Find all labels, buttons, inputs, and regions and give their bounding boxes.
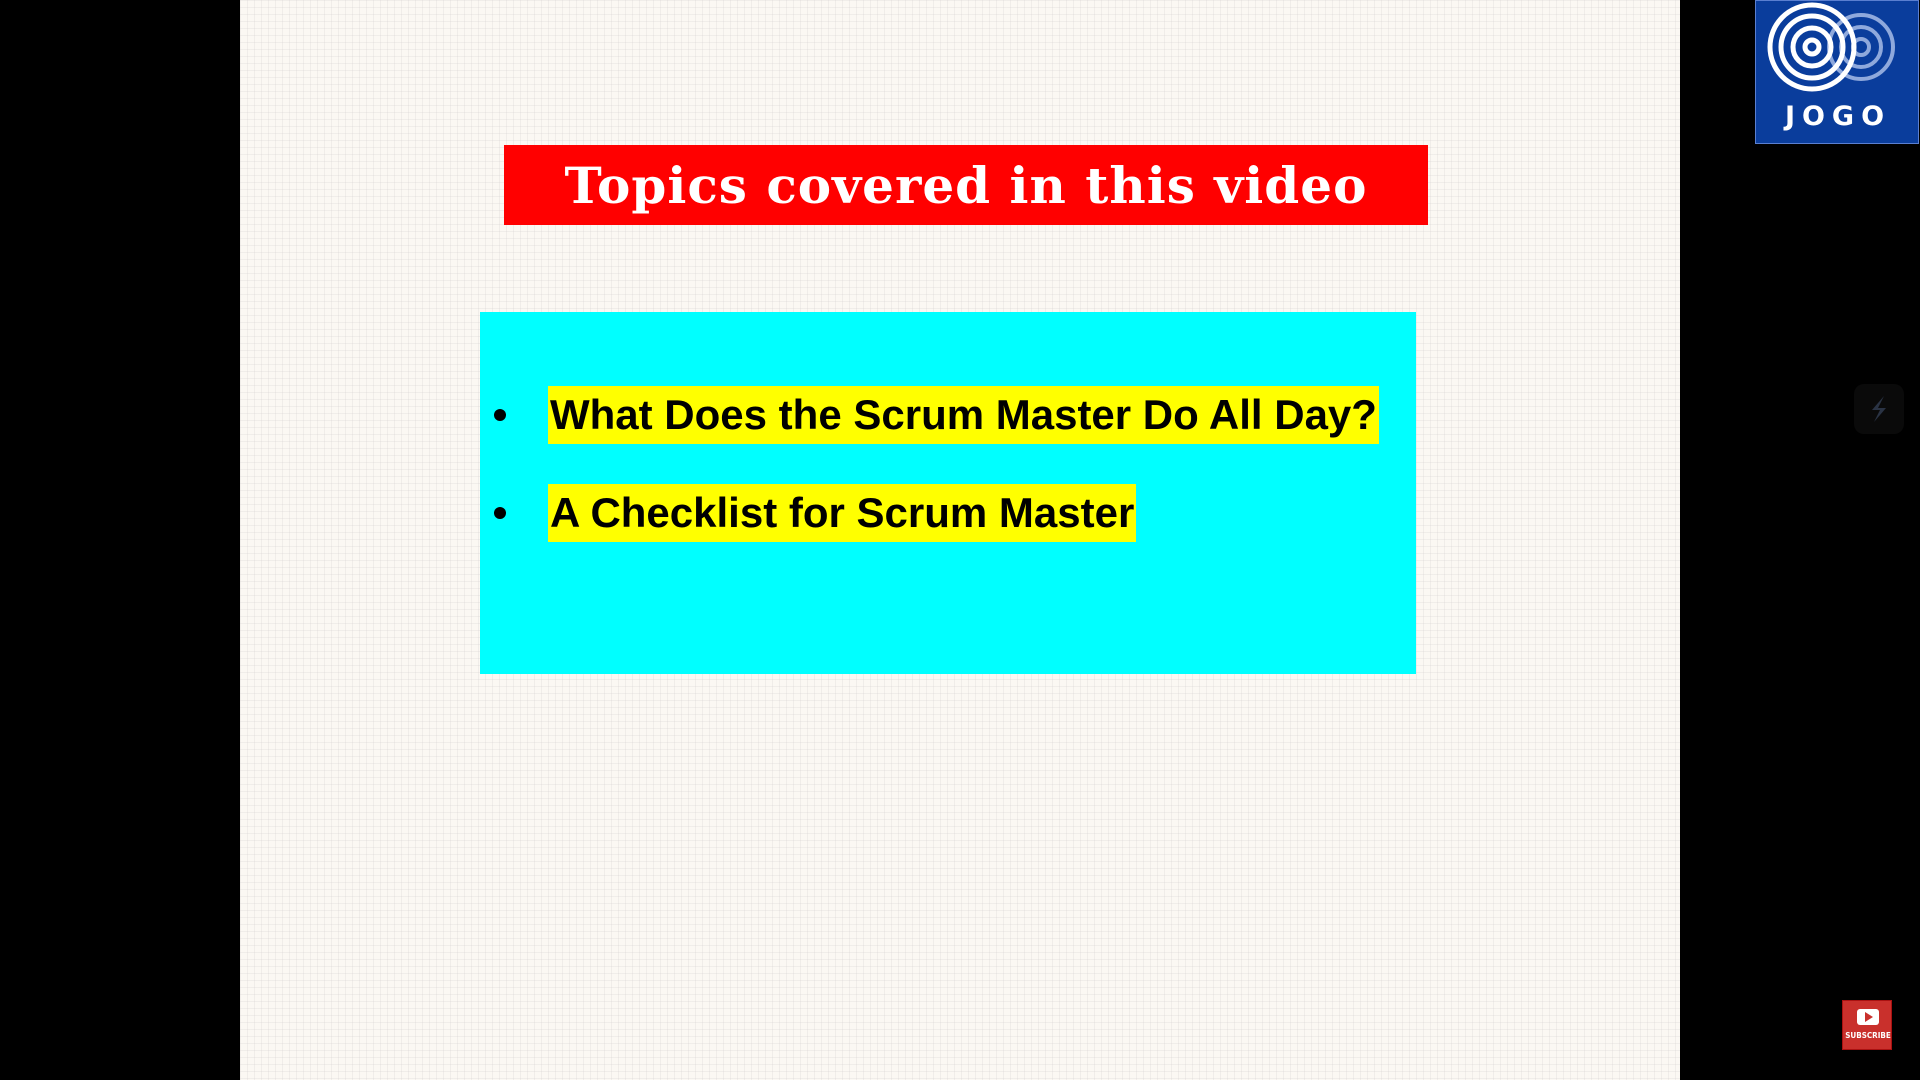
youtube-play-icon bbox=[1857, 1009, 1879, 1025]
topic-text: A Checklist for Scrum Master bbox=[548, 484, 1137, 542]
subscribe-label: SUBSCRIBE bbox=[1845, 1031, 1891, 1040]
presentation-slide: Topics covered in this video What Does t… bbox=[240, 0, 1919, 1080]
concentric-circles-icon bbox=[1767, 2, 1895, 92]
slash-logo-icon[interactable] bbox=[1854, 384, 1904, 434]
jogo-logo: JOGO bbox=[1755, 0, 1919, 144]
slide-title: Topics covered in this video bbox=[564, 155, 1368, 215]
topics-panel: What Does the Scrum Master Do All Day? A… bbox=[480, 312, 1416, 674]
subscribe-button[interactable]: SUBSCRIBE bbox=[1842, 1000, 1892, 1050]
slide-title-banner: Topics covered in this video bbox=[504, 145, 1428, 225]
logo-text: JOGO bbox=[1784, 101, 1892, 132]
bullet-icon bbox=[494, 507, 506, 519]
topic-text: What Does the Scrum Master Do All Day? bbox=[548, 386, 1379, 444]
bullet-icon bbox=[494, 409, 506, 421]
